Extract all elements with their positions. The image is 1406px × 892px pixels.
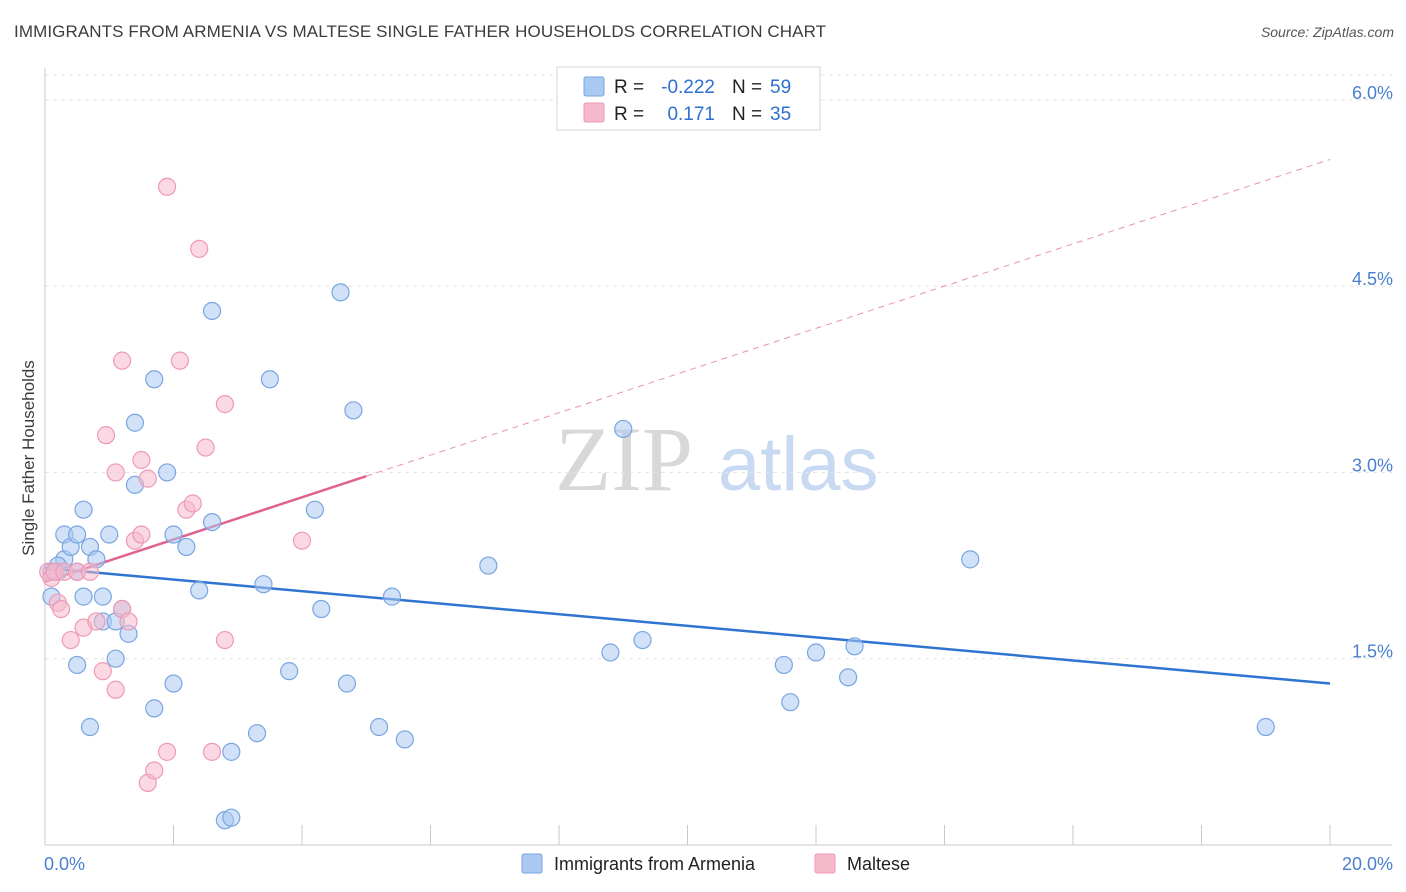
bottom-legend-swatch-maltese <box>814 853 836 874</box>
legend-n-label: N = <box>732 104 762 125</box>
maltese-point <box>106 463 125 482</box>
maltese-point <box>183 494 202 513</box>
armenia-point <box>145 699 164 718</box>
armenia-point <box>806 643 826 662</box>
armenia-point <box>164 525 183 544</box>
chart-title: IMMIGRANTS FROM ARMENIA VS MALTESE SINGL… <box>14 22 827 41</box>
y-tick-label: 3.0% <box>1352 455 1393 475</box>
armenia-point <box>601 643 620 662</box>
armenia-point <box>781 693 800 712</box>
axes: 1.5% 3.0% 4.5% 6.0% 0.0% 20.0% <box>44 68 1393 874</box>
armenia-point <box>202 301 222 321</box>
armenia-point <box>125 413 145 432</box>
maltese-point <box>215 395 234 414</box>
armenia-trendline <box>44 566 1331 685</box>
y-tick-label: 1.5% <box>1352 642 1393 662</box>
armenia-point <box>202 512 222 532</box>
armenia-point <box>247 724 267 743</box>
legend: R = -0.222 N = 59 R = 0.171 N = 35 <box>556 66 821 131</box>
armenia-point <box>845 637 864 656</box>
armenia-point <box>93 587 112 606</box>
armenia-point <box>177 537 196 557</box>
armenia-point <box>100 525 119 544</box>
armenia-point <box>260 370 279 389</box>
maltese-point <box>87 612 106 631</box>
armenia-point <box>839 668 858 687</box>
y-axis-label: Single Father Households <box>19 360 38 556</box>
armenia-point <box>157 463 177 482</box>
armenia-point <box>74 500 93 519</box>
legend-r-value: 0.171 <box>667 104 715 125</box>
maltese-point <box>132 525 151 544</box>
armenia-point <box>222 742 241 761</box>
armenia-point <box>370 717 389 737</box>
armenia-point <box>254 575 273 594</box>
legend-r-label: R = <box>614 77 644 98</box>
armenia-point <box>479 556 498 575</box>
armenia-point <box>1256 717 1275 737</box>
maltese-point <box>292 531 312 550</box>
armenia-point <box>774 655 793 675</box>
maltese-point <box>119 612 138 631</box>
legend-n-label: N = <box>732 77 762 98</box>
armenia-point <box>222 808 241 827</box>
bottom-legend-label-maltese: Maltese <box>847 854 910 874</box>
maltese-point <box>112 351 132 370</box>
maltese-point <box>51 599 71 619</box>
armenia-point <box>280 662 299 681</box>
grid <box>45 74 1392 660</box>
legend-swatch-armenia <box>583 76 605 97</box>
maltese-point <box>96 426 116 445</box>
x-tick-label: 0.0% <box>44 854 85 874</box>
armenia-point <box>305 500 324 519</box>
armenia-point <box>80 717 100 737</box>
y-tick-label: 4.5% <box>1352 269 1393 289</box>
data-points <box>39 177 1275 830</box>
y-tick-label: 6.0% <box>1352 83 1393 103</box>
armenia-point <box>344 401 363 420</box>
armenia-point <box>395 730 414 749</box>
maltese-point <box>93 662 112 681</box>
maltese-point <box>145 761 164 780</box>
maltese-point <box>190 239 209 258</box>
bottom-legend: Immigrants from Armenia Maltese <box>521 853 910 874</box>
maltese-point <box>61 630 80 650</box>
armenia-point <box>312 599 331 619</box>
legend-n-value: 59 <box>770 77 791 98</box>
armenia-point <box>164 674 183 693</box>
armenia-point <box>337 674 357 693</box>
armenia-point <box>106 649 125 668</box>
maltese-point <box>80 562 100 581</box>
armenia-point <box>961 550 980 569</box>
armenia-point <box>68 525 87 544</box>
armenia-point <box>190 581 209 600</box>
x-tick-label: 20.0% <box>1342 854 1393 874</box>
maltese-point <box>138 469 157 488</box>
armenia-point <box>145 370 164 389</box>
armenia-point <box>633 630 652 650</box>
watermark-atlas: atlas <box>718 422 879 507</box>
maltese-point <box>215 630 234 650</box>
armenia-point <box>68 655 87 675</box>
bottom-legend-label-armenia: Immigrants from Armenia <box>554 854 756 874</box>
maltese-point <box>170 351 190 370</box>
armenia-point <box>74 587 93 606</box>
maltese-trendline <box>366 158 1331 477</box>
maltese-point <box>157 177 177 196</box>
armenia-point <box>614 419 633 439</box>
maltese-point <box>202 742 222 761</box>
maltese-point <box>157 742 177 761</box>
maltese-point <box>196 438 215 457</box>
armenia-point <box>331 283 350 302</box>
legend-swatch-maltese <box>583 102 605 123</box>
source-label: Source: ZipAtlas.com <box>1260 24 1394 40</box>
legend-r-label: R = <box>614 104 644 125</box>
armenia-point <box>382 587 402 606</box>
legend-r-value: -0.222 <box>661 77 715 98</box>
bottom-legend-swatch-armenia <box>521 853 543 874</box>
maltese-point <box>132 450 151 470</box>
maltese-point <box>106 680 125 699</box>
legend-n-value: 35 <box>770 104 791 125</box>
